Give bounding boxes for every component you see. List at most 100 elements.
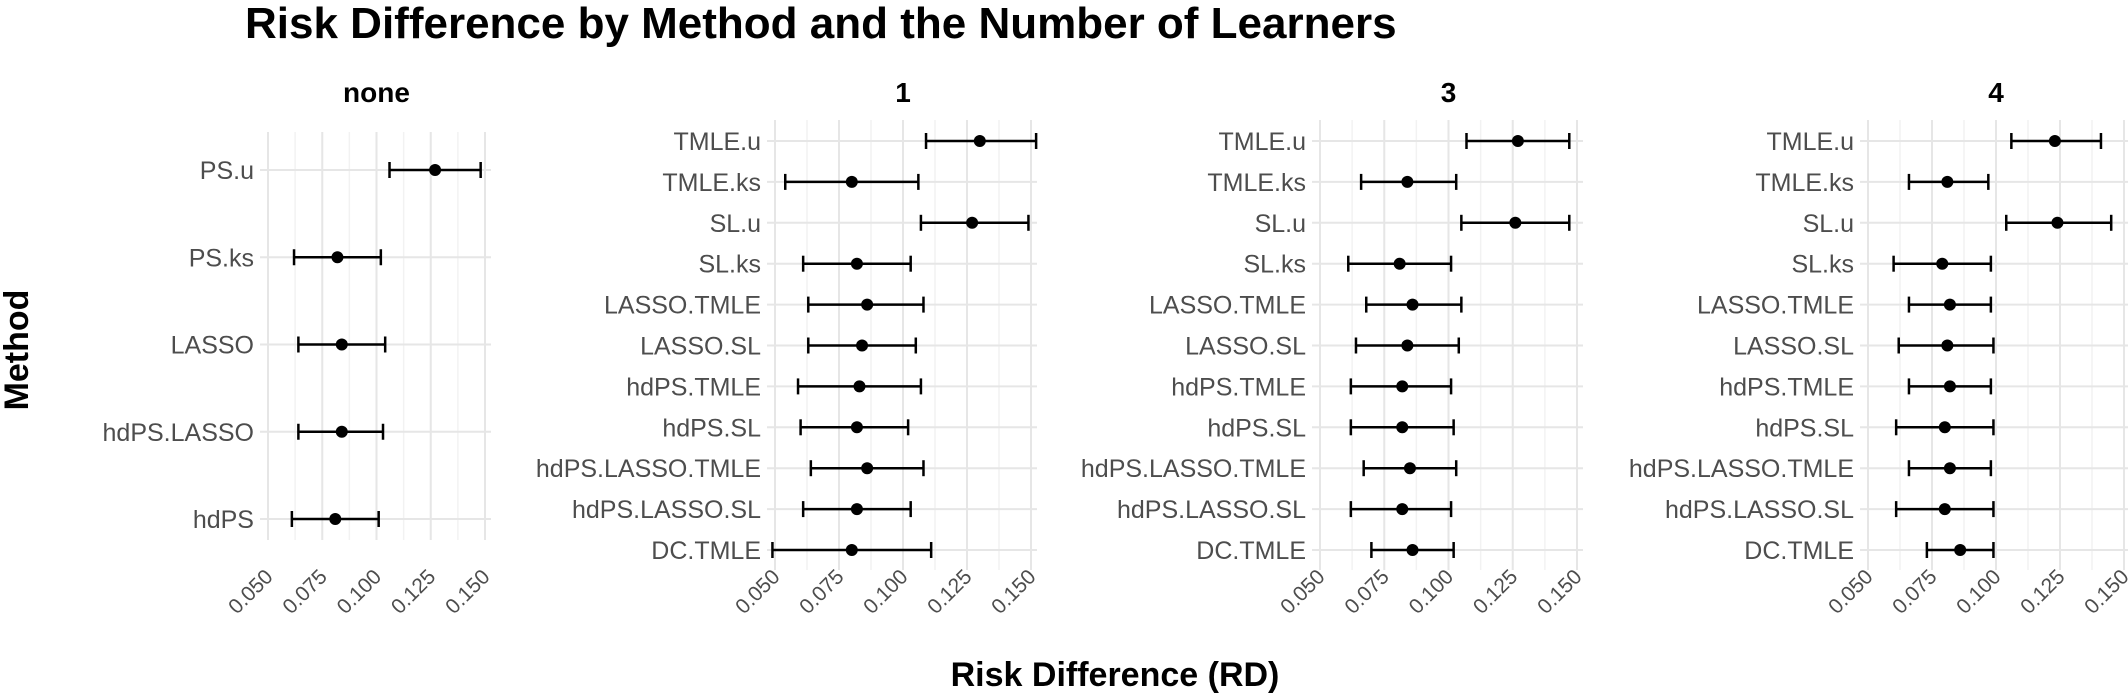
x-tick-label: 0.075: [278, 565, 331, 618]
x-tick-label: 0.075: [795, 565, 848, 618]
estimate-point: [845, 544, 858, 556]
method-label: hdPS.SL: [1755, 414, 1854, 442]
estimate-point: [1954, 544, 1967, 556]
method-label: LASSO.TMLE: [1149, 292, 1306, 320]
method-label: TMLE.u: [673, 128, 761, 156]
panel-title: none: [343, 77, 410, 108]
estimate-point: [1938, 421, 1951, 434]
estimate-point: [1403, 462, 1416, 475]
estimate-point: [1509, 216, 1522, 229]
estimate-point: [861, 462, 874, 475]
x-tick-label: 0.100: [1952, 565, 2005, 618]
x-tick-label: 0.100: [859, 565, 912, 618]
method-label: TMLE.u: [1218, 128, 1306, 156]
panel-title: 1: [895, 77, 911, 108]
estimate-point: [2051, 216, 2064, 229]
method-label: LASSO.TMLE: [604, 292, 761, 320]
method-label: SL.ks: [1243, 251, 1306, 279]
estimate-point: [1396, 503, 1409, 516]
method-label: hdPS.LASSO.TMLE: [1629, 455, 1854, 483]
method-label: hdPS.TMLE: [1719, 373, 1854, 401]
x-tick-label: 0.150: [441, 565, 494, 618]
x-tick-label: 0.050: [731, 565, 784, 618]
x-tick-label: 0.075: [1340, 565, 1393, 618]
x-tick-label: 0.050: [1824, 565, 1877, 618]
estimate-point: [1401, 175, 1414, 188]
estimate-point: [1941, 339, 1954, 352]
estimate-point: [1396, 380, 1409, 393]
method-label: SL.u: [1803, 210, 1854, 238]
method-label: hdPS.SL: [662, 414, 761, 442]
panel-title: 3: [1441, 77, 1457, 108]
estimate-point: [335, 425, 348, 438]
estimate-point: [850, 503, 863, 516]
x-tick-label: 0.125: [923, 565, 976, 618]
method-label: TMLE.u: [1766, 128, 1854, 156]
method-label: PS.ks: [189, 244, 254, 272]
panel-1: 1 TMLE.u TMLE.ks SL.u SL.ks LASSO.TMLE LASSO.S…: [536, 77, 1041, 619]
method-label: hdPS.LASSO: [103, 419, 254, 447]
method-label: LASSO.TMLE: [1697, 292, 1854, 320]
estimate-point: [331, 251, 344, 264]
method-label: SL.ks: [698, 251, 761, 279]
x-tick-label: 0.125: [1469, 565, 1522, 618]
estimate-point: [1401, 339, 1414, 352]
x-tick-label: 0.050: [1276, 565, 1329, 618]
y-axis-title: Method: [0, 290, 36, 411]
method-label: LASSO.SL: [640, 333, 761, 361]
estimate-point: [845, 175, 858, 188]
estimate-point: [1406, 298, 1419, 311]
estimate-point: [429, 164, 442, 176]
x-tick-label: 0.150: [1533, 565, 1586, 618]
method-label: DC.TMLE: [1196, 537, 1306, 565]
estimate-point: [2048, 135, 2061, 147]
method-label: SL.u: [710, 210, 761, 238]
method-label: hdPS.SL: [1207, 414, 1306, 442]
estimate-point: [1943, 462, 1956, 475]
panel-title: 4: [1988, 77, 2004, 108]
estimate-point: [1943, 380, 1956, 393]
method-label: LASSO.SL: [1185, 333, 1306, 361]
panel-3: 3 TMLE.u TMLE.ks SL.u SL.ks LASSO.TMLE LASSO.S…: [1081, 77, 1587, 619]
method-label: TMLE.ks: [662, 169, 761, 197]
method-label: DC.TMLE: [651, 537, 761, 565]
x-tick-label: 0.075: [1888, 565, 1941, 618]
estimate-point: [850, 421, 863, 434]
x-tick-label: 0.125: [2016, 565, 2069, 618]
method-label: SL.u: [1255, 210, 1306, 238]
estimate-point: [966, 216, 979, 229]
panel-none: none PS.u PS.ks LASSO hdPS.LASSO hdPS 0.050 0.0…: [103, 77, 495, 619]
x-tick-label: 0.100: [1405, 565, 1458, 618]
method-label: hdPS.LASSO.TMLE: [1081, 455, 1306, 483]
estimate-point: [335, 338, 348, 351]
x-tick-label: 0.150: [2080, 565, 2128, 618]
estimate-point: [861, 298, 874, 311]
x-tick-label: 0.150: [987, 565, 1040, 618]
method-label: DC.TMLE: [1744, 537, 1854, 565]
method-label: LASSO.SL: [1733, 333, 1854, 361]
method-label: hdPS: [193, 506, 254, 534]
method-label: hdPS.LASSO.SL: [1117, 496, 1306, 524]
method-label: hdPS.TMLE: [626, 373, 761, 401]
method-label: PS.u: [200, 157, 254, 185]
method-label: hdPS.LASSO.SL: [572, 496, 761, 524]
estimate-point: [1406, 544, 1419, 556]
estimate-point: [1396, 421, 1409, 434]
method-label: TMLE.ks: [1755, 169, 1854, 197]
method-label: hdPS.TMLE: [1171, 373, 1306, 401]
estimate-point: [856, 339, 869, 352]
method-label: SL.ks: [1791, 251, 1854, 279]
estimate-point: [850, 257, 863, 270]
panel-4: 4 TMLE.u TMLE.ks SL.u SL.ks LASSO.TMLE LASSO.S…: [1629, 77, 2128, 619]
estimate-point: [1941, 175, 1954, 188]
method-label: hdPS.LASSO.TMLE: [536, 455, 761, 483]
estimate-point: [853, 380, 866, 393]
estimate-point: [1393, 257, 1406, 270]
x-tick-label: 0.125: [387, 565, 440, 618]
chart-title: Risk Difference by Method and the Number…: [245, 0, 1397, 48]
estimate-point: [1511, 135, 1524, 147]
method-label: hdPS.LASSO.SL: [1665, 496, 1854, 524]
x-tick-label: 0.100: [333, 565, 386, 618]
method-label: LASSO: [171, 332, 254, 360]
